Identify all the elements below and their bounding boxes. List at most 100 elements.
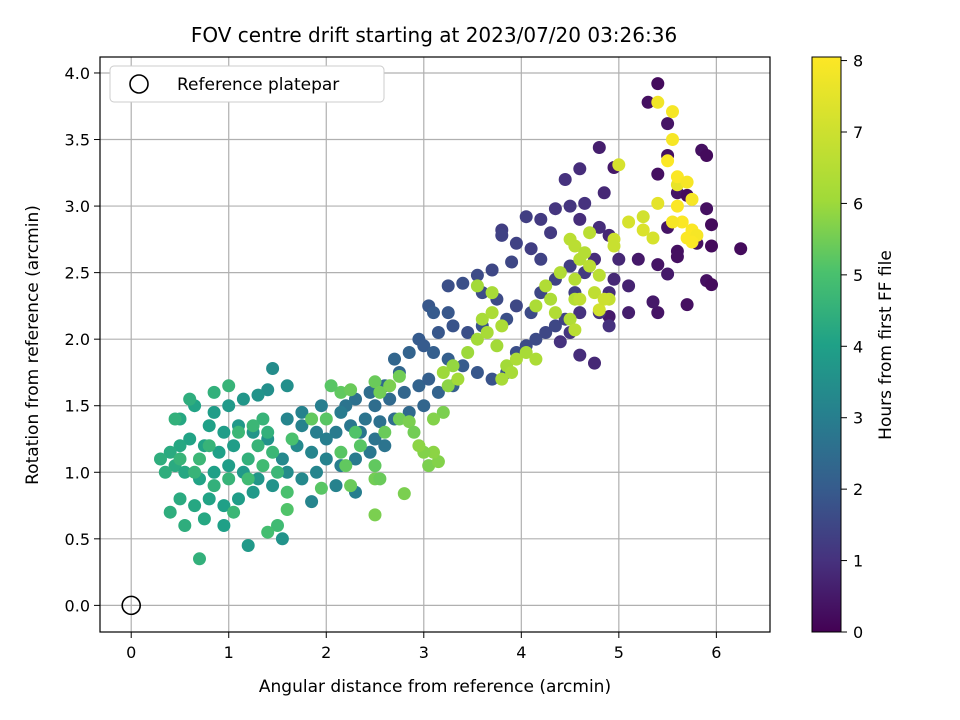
legend-box (109, 65, 385, 103)
data-point (222, 472, 236, 486)
data-point (217, 425, 231, 439)
data-point (334, 405, 348, 419)
data-point (314, 399, 328, 413)
data-point (305, 495, 319, 509)
data-point (373, 385, 387, 399)
data-point (427, 445, 440, 459)
data-point (392, 412, 406, 426)
y-tick-label: 0.0 (65, 596, 90, 615)
data-point (154, 452, 167, 466)
data-point (163, 445, 177, 459)
data-point (436, 366, 450, 379)
data-point (705, 239, 718, 253)
data-point (207, 465, 221, 479)
data-point (534, 252, 548, 266)
data-point (573, 348, 587, 362)
data-point (666, 133, 679, 146)
data-point (363, 385, 377, 399)
data-point (529, 299, 543, 313)
data-point (485, 306, 499, 320)
data-point (641, 95, 655, 109)
data-point (661, 154, 675, 168)
data-point (431, 385, 445, 399)
data-point (495, 372, 509, 386)
data-point (456, 359, 470, 373)
data-point (578, 196, 592, 210)
data-point (202, 492, 216, 506)
data-point (631, 252, 645, 266)
colorbar-label: Hours from first FF file (876, 250, 896, 440)
data-point (402, 405, 416, 419)
data-point (261, 383, 275, 397)
x-tick-label: 6 (711, 643, 721, 662)
data-point (183, 392, 197, 406)
data-point (188, 499, 202, 513)
data-point (622, 306, 636, 320)
data-point (193, 552, 206, 566)
y-tick-label: 1.5 (65, 397, 90, 416)
data-point (612, 252, 626, 266)
data-point (319, 432, 333, 446)
x-tick-label: 5 (614, 643, 624, 662)
data-point (670, 250, 684, 264)
data-point (378, 439, 392, 453)
legend: Reference platepar (109, 65, 385, 103)
data-point (675, 215, 689, 229)
data-point (597, 186, 611, 200)
x-tick-label: 0 (126, 643, 136, 662)
data-point (178, 519, 192, 532)
data-point (173, 439, 187, 453)
data-point (651, 95, 665, 109)
colorbar-tick-label: 1 (853, 552, 863, 571)
data-point (485, 263, 499, 277)
data-point (368, 375, 382, 389)
data-point (548, 306, 562, 320)
data-point (578, 246, 592, 260)
data-point (446, 359, 460, 373)
data-point (158, 465, 172, 479)
data-point (368, 508, 382, 522)
data-point (573, 212, 587, 226)
data-point (509, 352, 523, 366)
data-point (427, 412, 440, 426)
data-point (519, 346, 533, 359)
data-point (592, 303, 606, 317)
data-point (417, 339, 431, 353)
data-point (470, 268, 484, 282)
data-point (597, 292, 611, 306)
data-point (607, 239, 621, 253)
data-point (588, 286, 601, 300)
data-point (412, 439, 426, 453)
data-point (256, 412, 270, 426)
data-point (397, 385, 411, 399)
data-point (470, 366, 484, 379)
data-point (441, 306, 455, 320)
data-point (544, 292, 558, 306)
chart-title: FOV centre drift starting at 2023/07/20 … (191, 23, 677, 47)
data-point (661, 117, 675, 131)
data-point (451, 372, 465, 386)
colorbar-tick-label: 7 (853, 123, 863, 142)
data-point (563, 199, 577, 213)
data-point (505, 366, 519, 379)
data-point (383, 379, 397, 393)
data-point (193, 452, 206, 466)
colorbar-tick-label: 0 (853, 623, 863, 642)
data-point (266, 445, 280, 459)
data-point (251, 388, 265, 402)
data-point (529, 332, 543, 346)
data-point (261, 425, 275, 439)
data-point (588, 356, 601, 370)
data-point (563, 232, 577, 246)
data-point (344, 383, 358, 397)
data-point (666, 105, 679, 119)
data-point (563, 259, 577, 273)
colorbar-tick-label: 5 (853, 266, 863, 285)
data-point (417, 399, 431, 413)
data-point (666, 215, 679, 229)
data-point (505, 255, 519, 269)
data-point (651, 77, 665, 91)
data-point (563, 312, 577, 326)
data-point (427, 346, 440, 359)
